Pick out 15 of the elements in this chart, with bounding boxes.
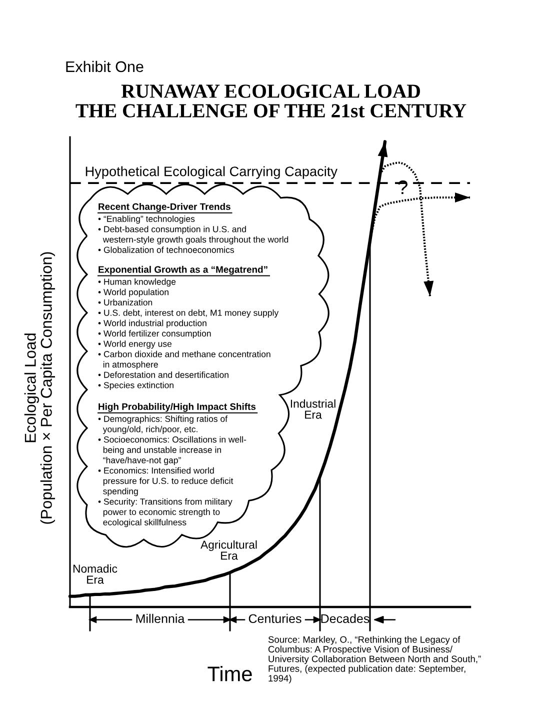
text: Decades <box>321 614 370 624</box>
text: Millennia <box>136 614 185 624</box>
text: Centuries <box>248 614 302 624</box>
annotation: Recent Change-Driver Trends • “Enabling” technologies • Debt-based consumption in U.S. and western-style growth goals throughout the world • Globalization of technoeconomics <box>98 203 288 253</box>
annotation: Agricultural Era <box>200 540 257 560</box>
x-axis-title: Time <box>208 666 252 682</box>
chart-title: RUNAWAY ECOLOGICAL LOAD THE CHALLENGE OF THE 21st CENTURY <box>76 84 466 118</box>
annotation: Nomadic Era <box>73 564 118 584</box>
chart-subtitle: Exhibit One <box>66 60 144 72</box>
y-axis-title: Ecological Load (Population × Per Capita Consumption) <box>24 252 55 524</box>
source-note: Source: Markley, O., “Rethinking the Legacy of Columbus: A Prospective Vision of Business/ University Collaboration Between North and South,” Futures, (expected publication date: September, 1994) <box>268 636 481 684</box>
text: Exponential Growth as a “Megatrend” • Human knowledge • World population • Urbanization • U.S. debt, interest on debt, M1 money supply • World industrial production • World fertilizer consumption • World energy use • Carbon dioxide and methane concentration in atmosphere • Deforestation and desertification • Species extinction <box>98 266 279 390</box>
annotation: Industrial Era <box>290 399 336 419</box>
ref-line-label: Hypothetical Ecological Carrying Capacity <box>86 166 338 179</box>
text: High Probability/High Impact Shifts • Demographics: Shifting ratios of young/old, rich/poor, etc. • Socioeconomics: Oscillations in well- being and unstable increase in “have/have-not gap” • Economics: Intensified world pressure for U.S. to reduce deficit spending • Security: Transitions from military power to economic strength to ecological skillfulness <box>98 403 256 528</box>
